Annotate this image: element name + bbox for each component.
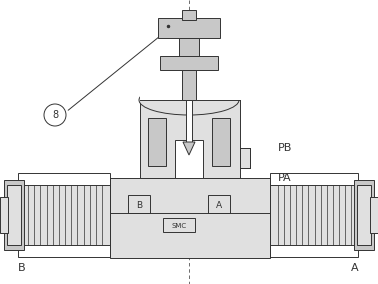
- Polygon shape: [357, 185, 371, 245]
- Text: 8: 8: [52, 110, 58, 120]
- Polygon shape: [183, 142, 195, 155]
- Polygon shape: [354, 180, 374, 250]
- Polygon shape: [20, 185, 110, 245]
- Polygon shape: [212, 118, 230, 166]
- Text: A: A: [216, 201, 222, 210]
- Circle shape: [44, 104, 66, 126]
- Polygon shape: [140, 84, 240, 100]
- Polygon shape: [182, 70, 196, 100]
- Polygon shape: [186, 100, 192, 142]
- Polygon shape: [4, 180, 24, 250]
- Polygon shape: [182, 10, 196, 20]
- Text: B: B: [18, 263, 26, 273]
- Polygon shape: [158, 18, 220, 38]
- Polygon shape: [160, 56, 218, 70]
- Polygon shape: [175, 140, 203, 178]
- Ellipse shape: [139, 85, 239, 115]
- Text: SMC: SMC: [172, 223, 187, 229]
- Text: PA: PA: [278, 173, 291, 183]
- Polygon shape: [370, 197, 378, 233]
- Polygon shape: [110, 178, 270, 258]
- Polygon shape: [148, 118, 166, 166]
- Polygon shape: [0, 197, 8, 233]
- Polygon shape: [140, 100, 240, 178]
- Polygon shape: [179, 38, 199, 58]
- Text: A: A: [351, 263, 359, 273]
- Text: B: B: [136, 201, 142, 210]
- Text: PB: PB: [278, 143, 292, 153]
- Polygon shape: [240, 148, 250, 168]
- Polygon shape: [270, 185, 356, 245]
- Polygon shape: [7, 185, 21, 245]
